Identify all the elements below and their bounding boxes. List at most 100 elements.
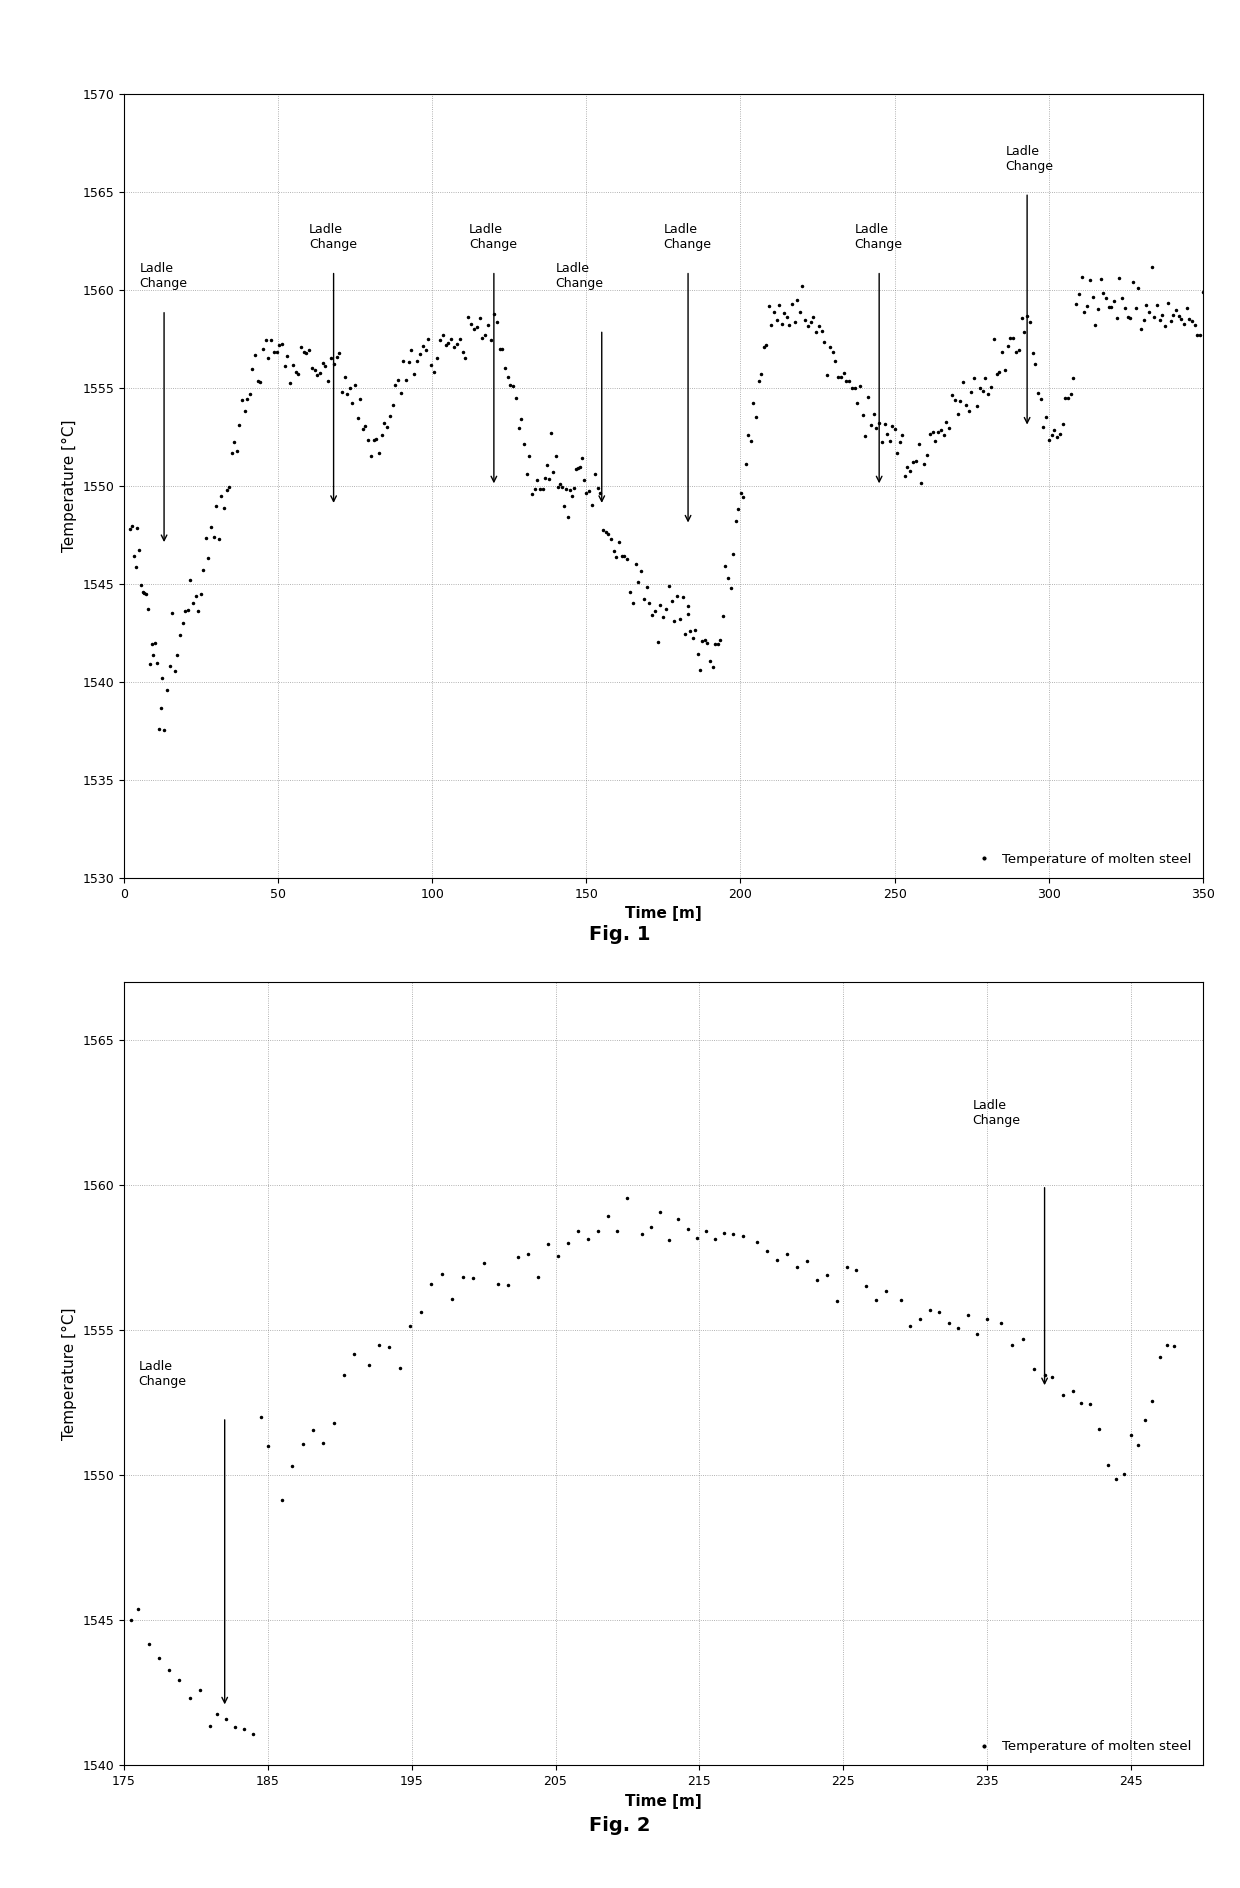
Point	[520, 440, 539, 470]
Point	[808, 312, 828, 342]
Point	[1044, 415, 1064, 446]
Point	[577, 478, 596, 508]
Point	[386, 370, 405, 400]
Point	[1037, 402, 1056, 432]
Point	[756, 330, 776, 361]
Point	[1142, 1386, 1162, 1416]
Text: Ladle
Change: Ladle Change	[309, 223, 357, 251]
Point	[608, 1216, 627, 1246]
Point	[1030, 383, 1050, 413]
Point	[1028, 378, 1048, 408]
Point	[861, 410, 880, 440]
Point	[402, 336, 422, 366]
Point	[637, 572, 657, 602]
Point	[940, 413, 960, 444]
Point	[918, 440, 937, 470]
Point	[568, 453, 588, 483]
Point	[193, 555, 213, 585]
Point	[699, 646, 719, 676]
Point	[201, 1711, 221, 1741]
Point	[149, 1643, 169, 1673]
Point	[976, 362, 996, 393]
Point	[255, 325, 275, 355]
Point	[558, 1229, 578, 1259]
Point	[129, 534, 149, 565]
Point	[515, 429, 534, 459]
Point	[994, 355, 1014, 385]
Point	[379, 1333, 399, 1363]
Point	[543, 457, 563, 487]
Point	[144, 640, 164, 670]
X-axis label: Time [m]: Time [m]	[625, 906, 702, 921]
Point	[853, 400, 873, 430]
Point	[122, 1605, 141, 1635]
Point	[615, 540, 635, 570]
Point	[234, 396, 254, 427]
Point	[495, 353, 515, 383]
Point	[139, 1629, 159, 1660]
Point	[243, 1720, 263, 1750]
Point	[443, 1284, 463, 1314]
Point	[273, 1486, 293, 1516]
Point	[1014, 317, 1034, 347]
Point	[272, 329, 291, 359]
Point	[459, 302, 479, 332]
Point	[296, 338, 316, 368]
Point	[508, 413, 528, 444]
Point	[558, 502, 578, 532]
Y-axis label: Temperature [°C]: Temperature [°C]	[62, 419, 77, 553]
Point	[715, 551, 735, 582]
Point	[801, 306, 821, 336]
Point	[1080, 264, 1100, 295]
Point	[321, 344, 341, 374]
Point	[1050, 419, 1070, 449]
Point	[806, 317, 826, 347]
Point	[299, 334, 319, 364]
Point	[358, 425, 378, 455]
Point	[965, 362, 985, 393]
X-axis label: Time [m]: Time [m]	[625, 1794, 702, 1809]
Point	[672, 582, 692, 612]
Point	[1021, 308, 1040, 338]
Point	[867, 1284, 887, 1314]
Point	[718, 563, 738, 593]
Point	[792, 272, 812, 302]
Point	[1060, 379, 1080, 410]
Point	[1087, 295, 1107, 325]
Point	[906, 446, 926, 476]
Point	[291, 332, 311, 362]
Point	[1042, 1361, 1061, 1391]
Point	[961, 378, 981, 408]
Point	[136, 578, 156, 608]
Point	[1120, 304, 1140, 334]
Point	[549, 470, 569, 500]
Point	[472, 323, 492, 353]
Point	[959, 395, 978, 425]
Point	[851, 372, 870, 402]
Point	[728, 495, 748, 525]
Point	[662, 587, 682, 617]
Point	[749, 366, 769, 396]
Point	[723, 540, 743, 570]
Point	[361, 440, 381, 470]
Point	[1149, 306, 1169, 336]
Point	[439, 329, 459, 359]
Point	[642, 600, 662, 631]
Point	[578, 1223, 598, 1254]
Point	[522, 480, 542, 510]
Point	[595, 517, 615, 548]
Point	[217, 1703, 237, 1733]
Point	[831, 362, 851, 393]
Point	[714, 1218, 734, 1248]
Point	[170, 619, 190, 649]
Point	[983, 323, 1003, 353]
Point	[435, 330, 455, 361]
Point	[212, 481, 232, 512]
Point	[568, 1216, 588, 1246]
Point	[920, 419, 940, 449]
Point	[1147, 291, 1167, 321]
Point	[1163, 300, 1183, 330]
Point	[539, 464, 559, 495]
Point	[730, 478, 750, 508]
Point	[391, 378, 410, 408]
